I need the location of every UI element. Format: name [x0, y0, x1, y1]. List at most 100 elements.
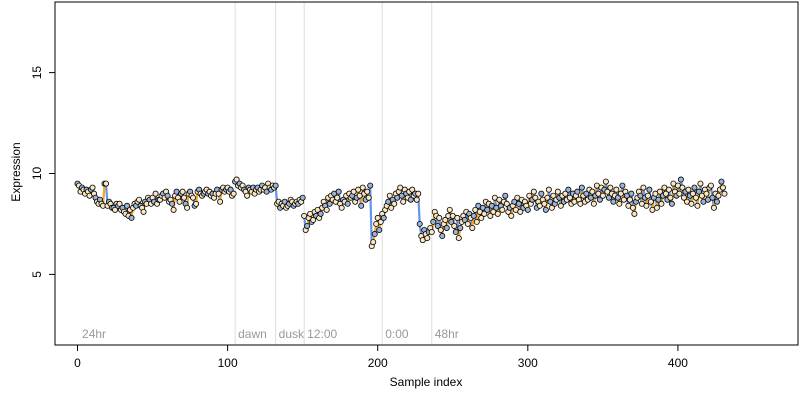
data-point	[457, 224, 464, 231]
data-point	[544, 194, 551, 201]
data-point	[692, 194, 699, 201]
y-axis: 5 10 15	[30, 66, 56, 278]
data-point	[583, 190, 590, 197]
data-point	[112, 206, 119, 213]
data-point	[334, 194, 341, 201]
data-point	[679, 184, 686, 191]
data-point	[589, 188, 596, 195]
data-point	[170, 206, 177, 213]
x-tick-label: 400	[668, 356, 688, 370]
data-point	[614, 194, 621, 201]
data-point	[367, 182, 374, 189]
data-point	[169, 200, 176, 207]
data-point	[374, 214, 381, 221]
data-point	[128, 214, 135, 221]
condition-label: dawn	[238, 327, 267, 341]
x-tick-label: 100	[218, 356, 238, 370]
data-point	[103, 180, 110, 187]
condition-label: 24hr	[82, 327, 106, 341]
x-axis-label: Sample index	[390, 375, 463, 389]
data-point	[643, 202, 650, 209]
data-point	[164, 192, 171, 199]
data-point	[371, 231, 378, 238]
data-point	[335, 188, 342, 195]
data-point	[499, 206, 506, 213]
data-point	[388, 204, 395, 211]
data-point	[557, 202, 564, 209]
data-point	[562, 190, 569, 197]
data-point	[590, 200, 597, 207]
data-point	[665, 186, 672, 193]
data-point	[136, 196, 143, 203]
data-point	[424, 235, 431, 242]
data-point	[481, 210, 488, 217]
data-point	[508, 212, 515, 219]
data-point	[358, 202, 365, 209]
data-point	[677, 176, 684, 183]
data-point	[503, 200, 510, 207]
data-point	[451, 222, 458, 229]
data-point	[365, 194, 372, 201]
data-point	[656, 188, 663, 195]
data-point	[376, 226, 383, 233]
data-point	[233, 176, 240, 183]
data-point	[430, 218, 437, 225]
data-point	[718, 178, 725, 185]
data-point	[370, 239, 377, 246]
data-point	[526, 192, 533, 199]
data-point	[602, 178, 609, 185]
data-point	[230, 190, 237, 197]
data-point	[550, 192, 557, 199]
data-point	[695, 188, 702, 195]
data-point	[116, 200, 123, 207]
data-point	[446, 206, 453, 213]
condition-label: 0:00	[385, 327, 409, 341]
data-point	[574, 188, 581, 195]
data-point	[391, 200, 398, 207]
data-point	[464, 220, 471, 227]
condition-label: 12:00	[307, 327, 337, 341]
data-point	[317, 210, 324, 217]
data-point	[272, 182, 279, 189]
data-point	[428, 229, 435, 236]
data-point	[454, 214, 461, 221]
data-point	[179, 188, 186, 195]
data-point	[217, 198, 224, 205]
data-point	[515, 200, 522, 207]
data-point	[400, 198, 407, 205]
condition-labels: 24hr dawn dusk 12:00 0:00 48hr	[82, 327, 459, 341]
x-axis: 0 100 200 300 400	[74, 344, 688, 370]
data-point	[413, 196, 420, 203]
data-point	[244, 192, 251, 199]
data-point	[548, 204, 555, 211]
x-tick-label: 300	[518, 356, 538, 370]
data-point	[215, 190, 222, 197]
data-point	[545, 186, 552, 193]
data-point	[448, 218, 455, 225]
data-point	[124, 202, 131, 209]
data-point	[377, 218, 384, 225]
data-point	[646, 186, 653, 193]
data-point	[532, 194, 539, 201]
y-tick-label: 5	[30, 271, 44, 278]
data-point	[415, 190, 422, 197]
data-point	[626, 196, 633, 203]
y-tick-label: 10	[30, 167, 44, 181]
data-point	[434, 222, 441, 229]
data-point	[470, 212, 477, 219]
data-point	[364, 188, 371, 195]
data-point	[473, 218, 480, 225]
data-point	[719, 184, 726, 191]
data-point	[691, 184, 698, 191]
data-point	[676, 190, 683, 197]
data-point	[359, 184, 366, 191]
data-point	[442, 216, 449, 223]
data-point	[530, 188, 537, 195]
data-point	[710, 204, 717, 211]
data-point	[461, 216, 468, 223]
data-point	[452, 229, 459, 236]
x-tick-label: 200	[368, 356, 388, 370]
data-point	[640, 184, 647, 191]
data-point	[610, 198, 617, 205]
